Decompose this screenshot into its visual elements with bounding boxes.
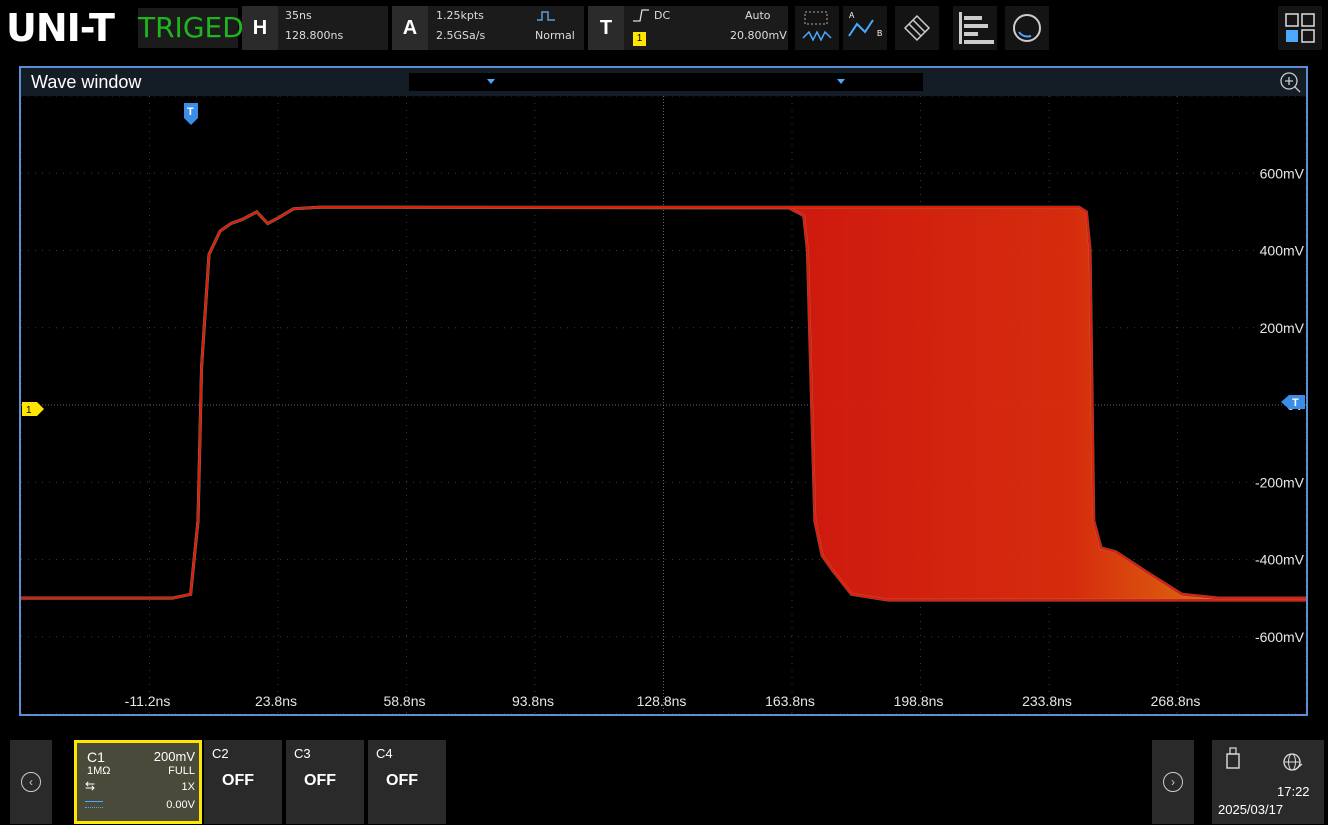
wave-window[interactable]: Wave window -11.2ns 23.8ns 58.8ns 93.8ns 128… [19, 66, 1308, 716]
channel-c2-panel[interactable]: C2 OFF [204, 740, 282, 824]
math-button[interactable] [895, 6, 939, 50]
trigger-level-label: T [1292, 397, 1299, 409]
waveform-trace [21, 205, 1306, 602]
horizontal-key[interactable]: H [242, 6, 278, 50]
trigger-sweep: Auto [745, 9, 771, 22]
trigger-level-marker[interactable]: T [1280, 394, 1306, 410]
y-tick-label: 600mV [1260, 165, 1305, 181]
x-tick-label: 163.8ns [765, 693, 815, 709]
memory-markers [487, 79, 845, 84]
trigger-key[interactable]: T [588, 6, 624, 50]
menu-list-button[interactable] [953, 6, 997, 50]
x-tick-label: 233.8ns [1022, 693, 1072, 709]
c1-offset: 0.00V [166, 799, 195, 811]
y-tick-label: -200mV [1255, 474, 1305, 490]
status-panel: 17:22 2025/03/17 [1212, 740, 1324, 824]
horizontal-scale: 35ns [285, 9, 312, 22]
c1-ground-icon [85, 801, 103, 808]
c2-name: C2 [212, 746, 229, 761]
acquire-key[interactable]: A [392, 6, 428, 50]
trigger-level: 20.800mV [730, 29, 787, 42]
waveform-chart: -11.2ns 23.8ns 58.8ns 93.8ns 128.8ns 163.8ns 1… [21, 96, 1306, 714]
y-tick-label: -400mV [1255, 552, 1305, 568]
c4-state: OFF [386, 772, 418, 789]
waveform-edge [21, 205, 1306, 602]
graticule [21, 96, 1306, 714]
waveform-trace [21, 205, 1306, 600]
trigger-coupling: DC [654, 9, 671, 22]
persistence-band [789, 207, 1306, 601]
layout-grid-icon [1285, 13, 1315, 43]
c2-state: OFF [222, 772, 254, 789]
x-tick-label: -11.2ns [125, 693, 171, 709]
scroll-right-button[interactable]: › [1152, 740, 1194, 824]
svg-text:B: B [877, 29, 882, 38]
menu-list-icon [959, 12, 994, 44]
x-tick-label: 58.8ns [383, 693, 425, 709]
clock-time: 17:22 [1277, 784, 1310, 799]
c4-name: C4 [376, 746, 393, 761]
measure-button[interactable] [795, 6, 839, 50]
layout-grid-button[interactable] [1278, 6, 1322, 50]
y-tick-label: -600mV [1255, 629, 1305, 645]
math-icon [903, 14, 931, 42]
acquire-rate: 2.5GSa/s [436, 29, 486, 42]
wave-window-header: Wave window [21, 68, 1306, 96]
clock-date: 2025/03/17 [1218, 802, 1284, 817]
c1-coupling-icon: ⇆ [85, 779, 96, 793]
usb-icon[interactable] [1224, 746, 1242, 770]
measure-icon [802, 11, 832, 42]
scroll-left-button[interactable]: ‹ [10, 740, 52, 824]
channel1-offset-marker[interactable]: 1 [21, 401, 45, 417]
acquire-mode-icon [537, 11, 555, 21]
brand-logo: UNI-T [6, 6, 115, 50]
channel1-marker-label: 1 [26, 405, 32, 416]
c1-probe: 1X [181, 781, 195, 793]
cursor-icon: AB [848, 11, 882, 38]
y-tick-label: 200mV [1260, 320, 1305, 336]
top-bar: UNI-T TRIGED H 35ns 128.800ns A 1.25kpts… [0, 0, 1328, 56]
search-icon [1013, 14, 1041, 42]
c1-scale: 200mV [153, 749, 195, 764]
svg-text:A: A [849, 11, 855, 20]
wave-window-title: Wave window [31, 72, 142, 92]
network-icon[interactable] [1282, 752, 1304, 774]
channel-c3-panel[interactable]: C3 OFF [286, 740, 364, 824]
trigger-position-marker[interactable]: T [183, 102, 199, 126]
channel-c4-panel[interactable]: C4 OFF [368, 740, 446, 824]
chevron-right-icon: › [1163, 772, 1183, 792]
channel-c1-panel[interactable]: C1 200mV 1MΩ FULL ⇆ 1X 0.00V [74, 740, 202, 824]
c1-bandwidth: FULL [168, 765, 195, 777]
rising-edge-icon [633, 9, 649, 22]
c1-impedance: 1MΩ [87, 765, 111, 777]
memory-position-bar[interactable] [409, 73, 923, 91]
chevron-left-icon: ‹ [21, 772, 41, 792]
zoom-in-icon[interactable] [1278, 70, 1302, 94]
search-button[interactable] [1005, 6, 1049, 50]
x-tick-label: 128.8ns [637, 693, 687, 709]
c3-state: OFF [304, 772, 336, 789]
trigger-status: TRIGED [138, 8, 244, 48]
horizontal-delay: 128.800ns [285, 29, 344, 42]
acquire-mode: Normal [535, 29, 575, 42]
acquire-points: 1.25kpts [436, 9, 484, 22]
x-tick-label: 93.8ns [512, 693, 554, 709]
trigger-source: 1 [633, 32, 646, 46]
trigger-position-label: T [187, 106, 194, 118]
c1-name: C1 [87, 749, 105, 765]
x-tick-label: 198.8ns [894, 693, 944, 709]
x-tick-label: 268.8ns [1151, 693, 1201, 709]
y-tick-label: 400mV [1260, 243, 1305, 259]
x-tick-label: 23.8ns [255, 693, 297, 709]
c3-name: C3 [294, 746, 311, 761]
